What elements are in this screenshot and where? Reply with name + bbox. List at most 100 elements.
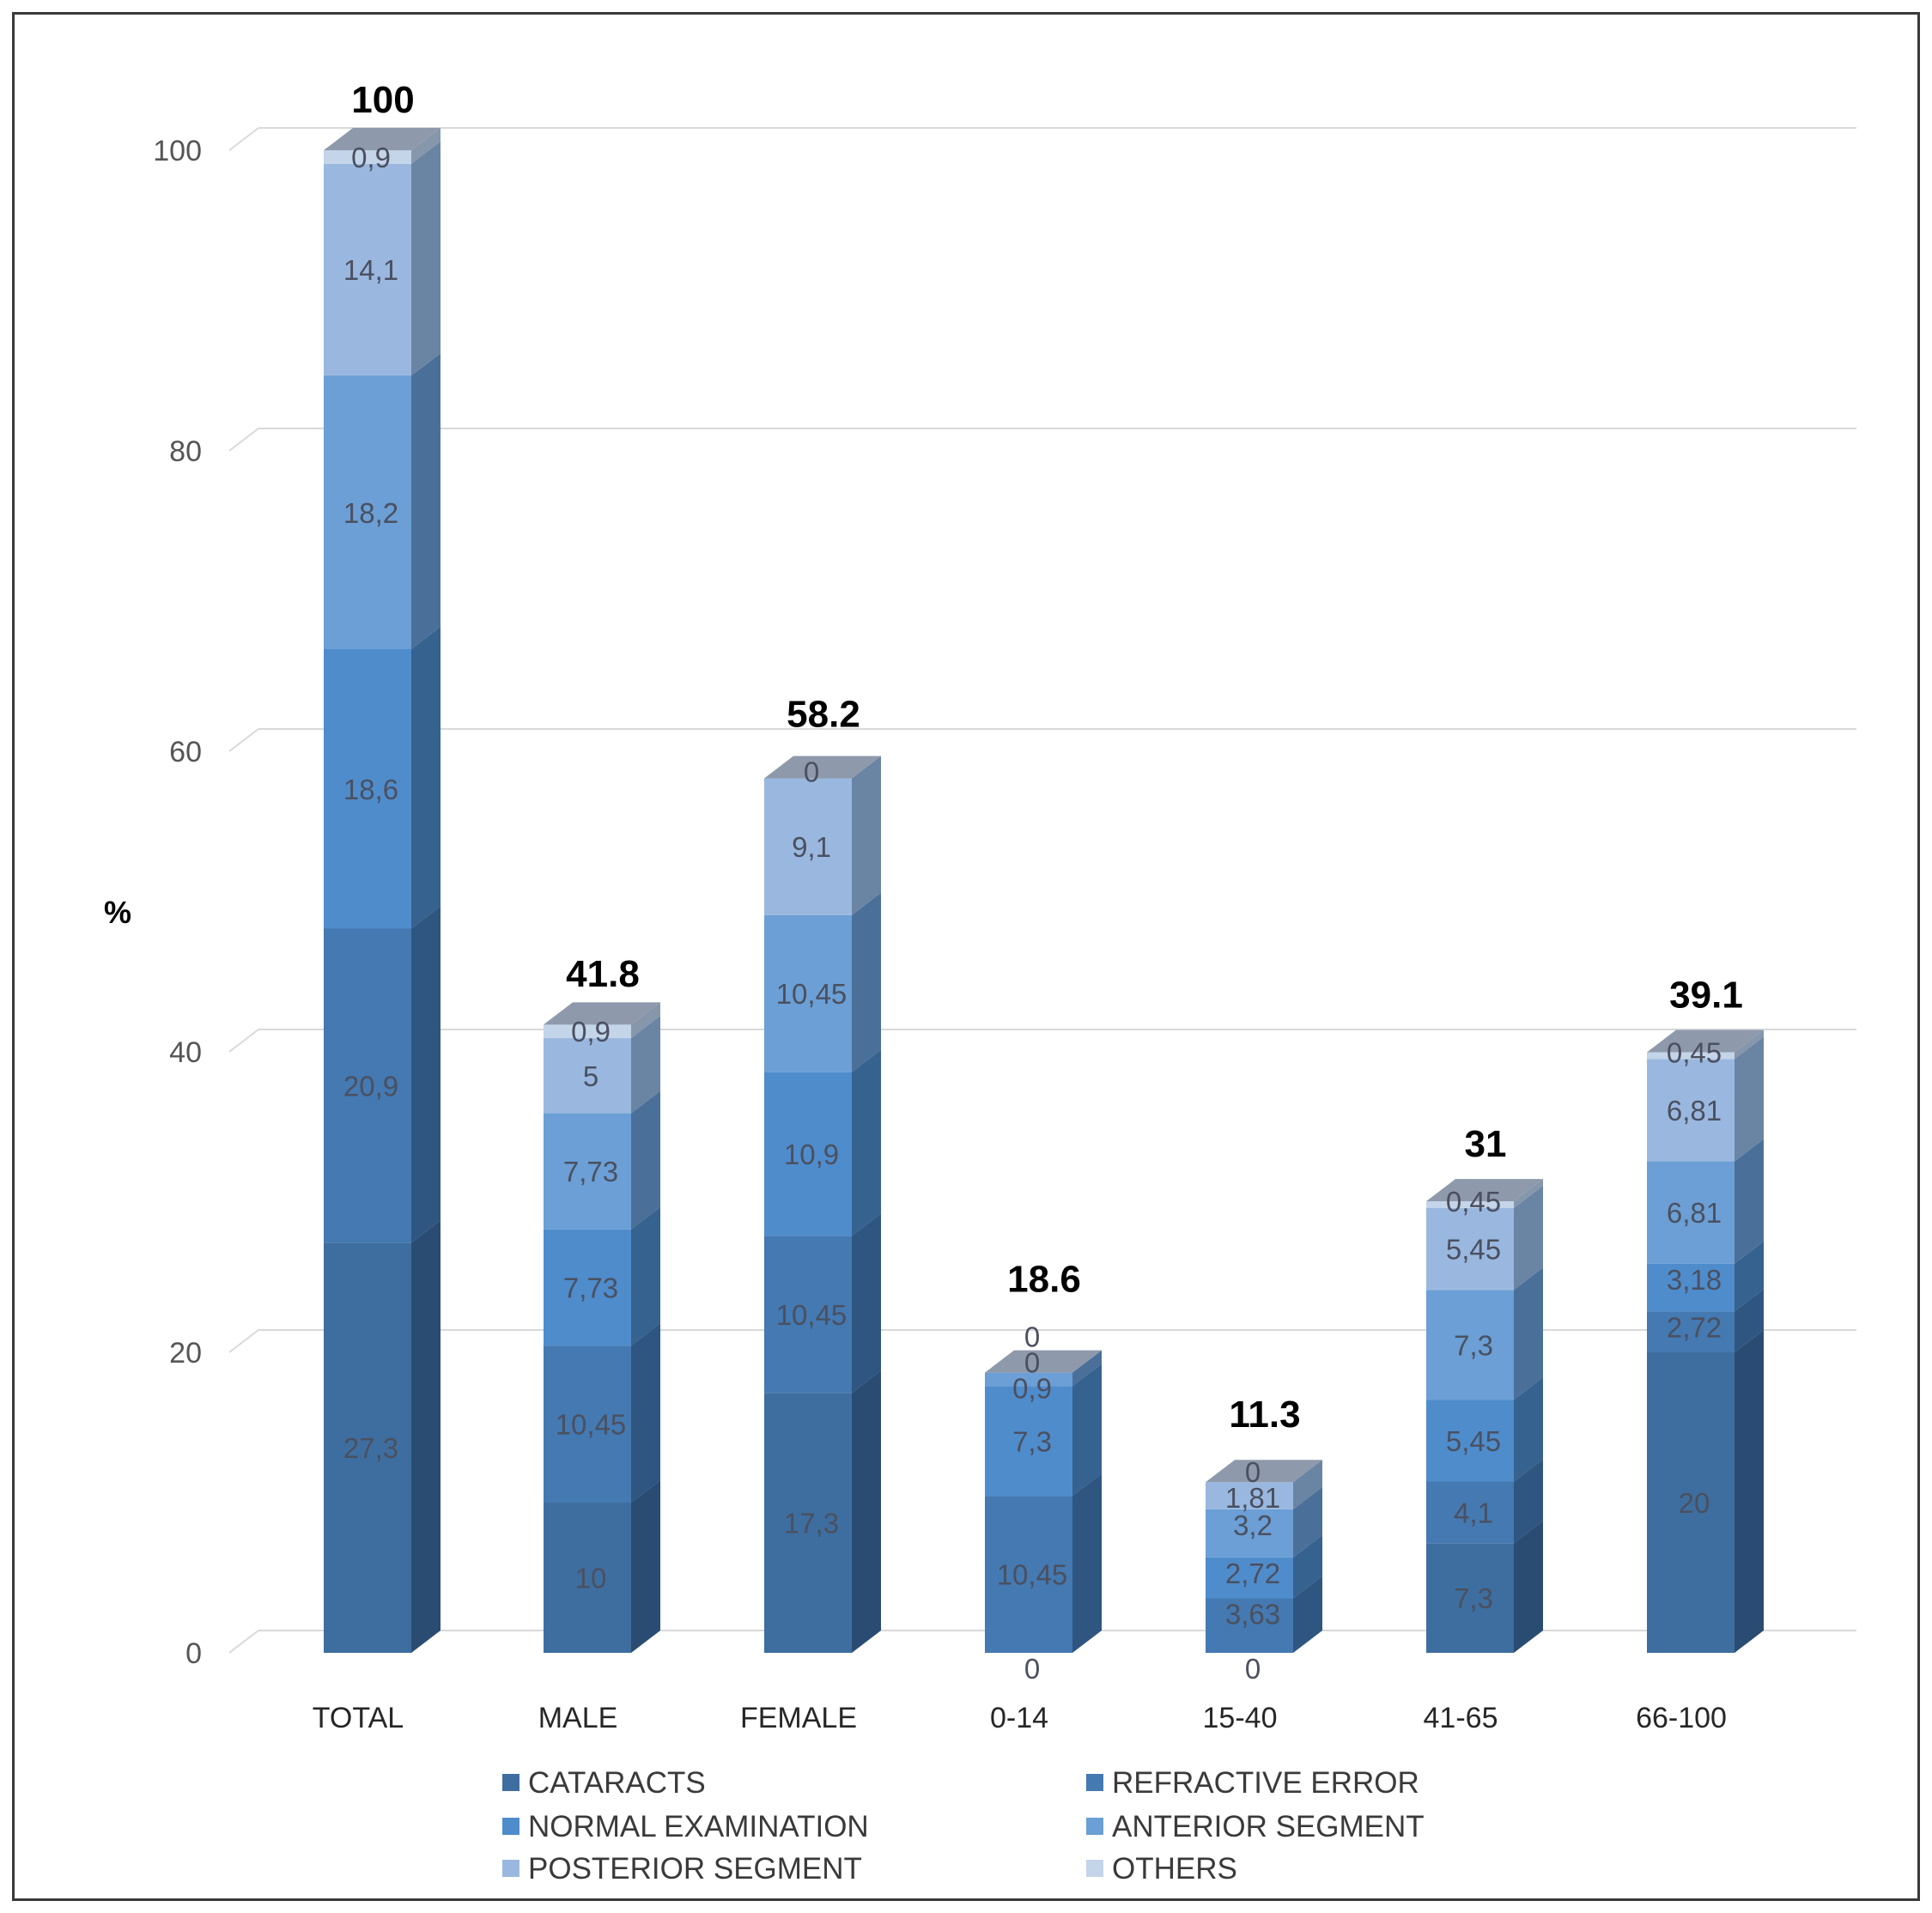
bar-group-total: 27,3 20,9 18,6 18,2 14,1 0,9 100	[324, 79, 440, 1653]
data-label-normal-examination: 3,18	[1667, 1264, 1722, 1296]
data-label-anterior-segment: 3,2	[1233, 1509, 1273, 1541]
bar-top-cap	[324, 128, 440, 150]
data-label-normal-examination: 5,45	[1446, 1425, 1501, 1457]
bar-side-others	[1514, 1179, 1543, 1208]
bar-top-cap	[1426, 1179, 1543, 1202]
bar-segment-anterior-segment	[985, 1372, 1072, 1387]
data-label-anterior-segment: 6,81	[1667, 1197, 1722, 1229]
total-label: 18.6	[1007, 1259, 1081, 1301]
bar-segment-posterior-segment	[1426, 1208, 1514, 1291]
total-label: 31	[1465, 1123, 1507, 1165]
bar-segment-normal-examination	[1206, 1557, 1293, 1599]
data-label-refractive-error: 10,45	[997, 1559, 1068, 1591]
bar-segment-anterior-segment	[1206, 1509, 1293, 1558]
data-label-others: 0,9	[571, 1016, 611, 1048]
bar-side-refractive-error	[852, 1213, 881, 1394]
bar-segment-refractive-error	[985, 1496, 1072, 1653]
bar-segment-normal-examination	[1426, 1400, 1514, 1482]
bar-side-normal-examination	[411, 627, 440, 929]
legend-label: NORMAL EXAMINATION	[528, 1810, 869, 1843]
bar-segment-refractive-error	[764, 1236, 852, 1394]
x-category-label: 15-40	[1203, 1702, 1278, 1734]
data-label-normal-examination: 18,6	[343, 774, 398, 805]
data-label-normal-examination: 10,9	[784, 1139, 839, 1170]
bar-segment-others	[324, 150, 411, 164]
bar-side-posterior-segment	[631, 1016, 660, 1114]
y-tick-label: 80	[169, 435, 202, 468]
bar-side-anterior-segment	[1735, 1139, 1764, 1264]
data-label-others: 0	[804, 756, 819, 788]
bar-segment-others	[1426, 1201, 1514, 1208]
gridline-diagonal	[228, 1029, 259, 1053]
data-label-others: 0,45	[1667, 1036, 1722, 1068]
legend-item-posterior-segment: POSTERIOR SEGMENT	[502, 1852, 862, 1886]
total-label: 11.3	[1229, 1394, 1300, 1436]
bar-side-anterior-segment	[1514, 1267, 1543, 1400]
bar-top-cap	[764, 756, 881, 779]
data-label-posterior-segment: 14,1	[343, 254, 398, 286]
legend-item-cataracts: CATARACTS	[502, 1766, 706, 1800]
gridline-diagonal	[228, 1630, 259, 1654]
bar-side-cataracts	[411, 1220, 440, 1653]
legend-label: REFRACTIVE ERROR	[1112, 1766, 1419, 1800]
bar-side-others	[631, 1002, 660, 1039]
bar-side-others	[1735, 1029, 1764, 1060]
x-category-label: MALE	[538, 1702, 618, 1734]
bar-top-cap	[1647, 1029, 1764, 1053]
data-label-posterior-segment: 9,1	[792, 831, 831, 863]
bar-segment-refractive-error	[1426, 1481, 1514, 1544]
legend-label: ANTERIOR SEGMENT	[1112, 1810, 1425, 1843]
bar-group-66-100: 20 2,72 3,18 6,81 6,81 0,45 39.1	[1647, 974, 1764, 1653]
bar-side-normal-examination	[1293, 1534, 1322, 1599]
data-label-normal-examination: 7,3	[1012, 1425, 1052, 1457]
bar-side-cataracts	[631, 1480, 660, 1653]
bar-side-anterior-segment	[411, 353, 440, 649]
total-label: 58.2	[787, 694, 860, 736]
x-category-label: 41-65	[1424, 1702, 1498, 1734]
bar-segment-cataracts	[764, 1393, 852, 1653]
bar-top-cap	[544, 1002, 660, 1025]
legend-swatch	[1086, 1818, 1103, 1835]
bar-group-female: 17,3 10,45 10,9 10,45 9,1 0 58.2	[764, 694, 881, 1653]
bar-segment-posterior-segment	[764, 778, 852, 915]
legend-swatch	[502, 1774, 519, 1791]
data-label-cataracts: 0	[1024, 1653, 1040, 1685]
bar-segment-others	[1647, 1052, 1735, 1060]
data-label-posterior-segment: 5,45	[1446, 1234, 1501, 1266]
data-label-refractive-error: 10,45	[776, 1299, 848, 1331]
data-label-anterior-segment: 7,3	[1454, 1329, 1493, 1361]
x-category-label: 0-14	[990, 1702, 1048, 1734]
y-axis-label: %	[104, 895, 131, 930]
bar-segment-posterior-segment	[544, 1038, 631, 1114]
total-label: 39.1	[1669, 974, 1743, 1016]
gridline-diagonal	[228, 428, 259, 452]
data-label-others: 0,45	[1446, 1186, 1501, 1218]
bar-side-posterior-segment	[852, 756, 881, 915]
bar-group-41-65: 7,3 4,1 5,45 7,3 5,45 0,45 31	[1426, 1123, 1543, 1653]
data-label-others: 0,9	[351, 142, 391, 173]
bars: 27,3 20,9 18,6 18,2 14,1 0,9 100 10 10,45 7,73 7,7…	[324, 79, 1764, 1685]
bar-segment-cataracts	[324, 1242, 411, 1653]
bar-segment-normal-examination	[985, 1386, 1072, 1497]
data-label-cataracts: 7,3	[1454, 1582, 1493, 1614]
data-label-refractive-error: 20,9	[343, 1070, 398, 1102]
bar-side-normal-examination	[1735, 1241, 1764, 1312]
data-label-cataracts: 20	[1679, 1487, 1710, 1519]
bar-side-refractive-error	[631, 1323, 660, 1503]
legend-label: CATARACTS	[528, 1766, 706, 1800]
data-label-others: 0	[1024, 1321, 1040, 1353]
total-label: 100	[351, 79, 414, 121]
gridline-diagonal	[228, 728, 259, 752]
legend-swatch	[502, 1818, 519, 1835]
data-label-refractive-error: 3,63	[1225, 1598, 1280, 1630]
bar-side-refractive-error	[411, 906, 440, 1243]
bar-side-normal-examination	[852, 1049, 881, 1236]
gridline-diagonal	[228, 1329, 259, 1353]
bar-group-male: 10 10,45 7,73 7,73 5 0,9 41.8	[544, 953, 660, 1653]
data-label-normal-examination: 2,72	[1225, 1558, 1280, 1589]
y-tick-label: 20	[169, 1337, 202, 1369]
data-label-cataracts: 17,3	[784, 1508, 839, 1540]
bar-segment-posterior-segment	[1206, 1482, 1293, 1509]
